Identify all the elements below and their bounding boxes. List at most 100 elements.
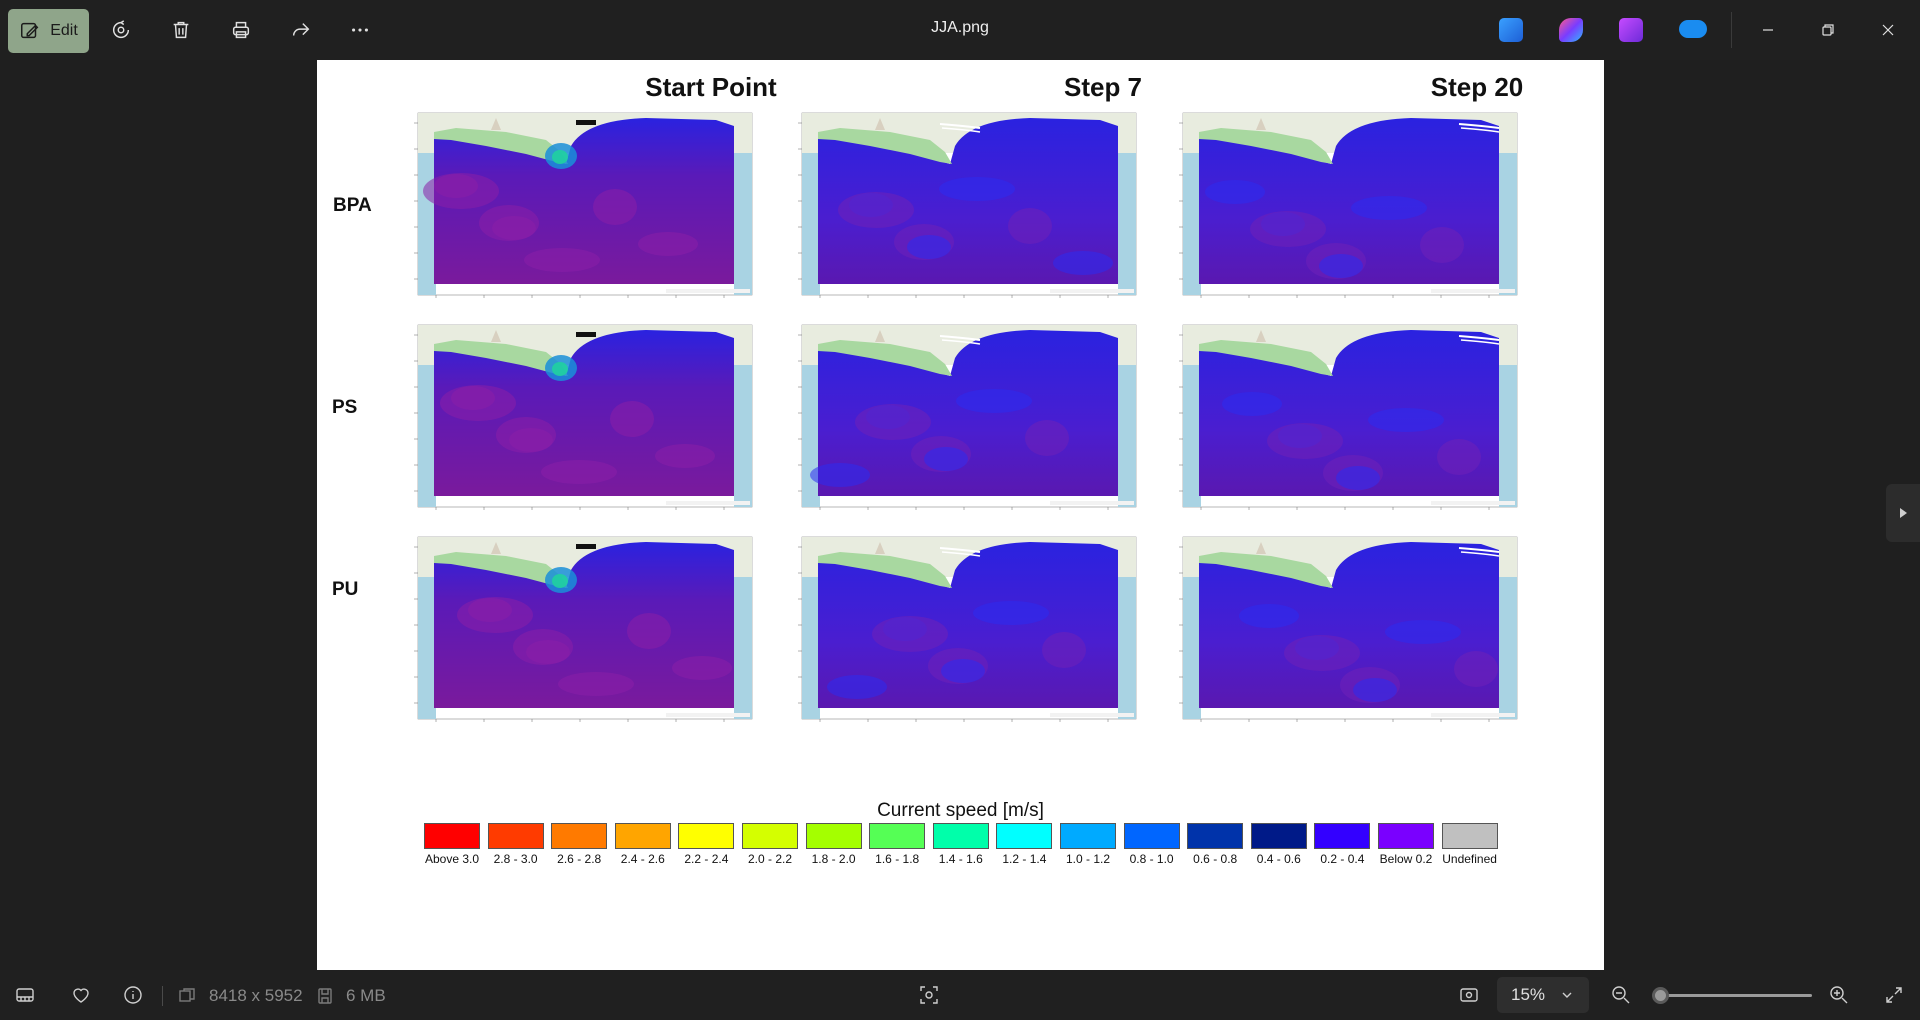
- legend-label: 1.0 - 1.2: [1065, 852, 1111, 866]
- legend-item: 0.4 - 0.6: [1249, 823, 1309, 866]
- delete-icon: [173, 21, 189, 39]
- legend-item: 1.0 - 1.2: [1058, 823, 1118, 866]
- status-bar: 8418 x 5952 6 MB 15%: [0, 970, 1920, 1020]
- map-panel-pu-3: [1161, 530, 1519, 728]
- zoom-in-icon: [1830, 986, 1848, 1004]
- legend-swatch: [1441, 823, 1498, 849]
- file-info-button[interactable]: [122, 984, 144, 1006]
- top-toolbar: Edit JJA.png: [0, 0, 1920, 60]
- legend-title: Current speed [m/s]: [877, 800, 1044, 821]
- restore-icon: [1822, 24, 1834, 36]
- legend-label: Below 0.2: [1379, 852, 1433, 866]
- image-canvas: Start Point Step 7 Step 20 BPA PS PU Cur…: [317, 60, 1604, 970]
- rotate-button[interactable]: [105, 10, 137, 50]
- visual-search-icon: [920, 986, 938, 1004]
- map-panel-bpa-3: [1161, 106, 1519, 304]
- rotate-icon: [112, 20, 130, 39]
- legend-item: 1.4 - 1.6: [931, 823, 991, 866]
- status-divider: [162, 986, 163, 1006]
- chevron-down-icon: [1562, 992, 1572, 998]
- legend-swatch: [932, 823, 989, 849]
- legend-swatch: [1187, 823, 1244, 849]
- full-screen-button[interactable]: [1883, 984, 1905, 1006]
- legend-item: 2.0 - 2.2: [740, 823, 800, 866]
- legend-swatch: [1314, 823, 1371, 849]
- legend-swatch: [805, 823, 862, 849]
- edit-label: Edit: [50, 22, 78, 39]
- legend-swatch: [614, 823, 671, 849]
- legend-item: 1.8 - 2.0: [804, 823, 864, 866]
- visual-search-button[interactable]: [918, 984, 940, 1006]
- print-button[interactable]: [225, 10, 257, 50]
- delete-button[interactable]: [165, 10, 197, 50]
- more-button[interactable]: [344, 10, 376, 50]
- legend-label: 0.2 - 0.4: [1320, 852, 1365, 866]
- file-size: 6 MB: [346, 986, 386, 1005]
- row-header-pu: PU: [332, 579, 359, 600]
- zoom-slider-track[interactable]: [1654, 994, 1812, 997]
- photos-editor-app-icon[interactable]: [1499, 18, 1523, 42]
- legend-swatch: [996, 823, 1053, 849]
- legend-swatch: [1378, 823, 1434, 849]
- legend-item: Undefined: [1440, 823, 1500, 866]
- fit-to-window-button[interactable]: [1458, 984, 1480, 1006]
- map-panel-ps-1: [396, 318, 754, 516]
- more-icon: [352, 28, 368, 32]
- map-panel-pu-2: [780, 530, 1138, 728]
- legend-swatch: [1123, 823, 1180, 849]
- zoom-out-button[interactable]: [1610, 984, 1632, 1006]
- legend-item: 2.6 - 2.8: [549, 823, 609, 866]
- map-panel-bpa-1: [396, 106, 754, 304]
- row-header-bpa: BPA: [333, 195, 372, 216]
- map-panel-bpa-2: [780, 106, 1138, 304]
- favorite-button[interactable]: [70, 984, 92, 1006]
- legend-item: 2.2 - 2.4: [676, 823, 736, 866]
- legend-swatch: [1250, 823, 1307, 849]
- legend-label: Above 3.0: [424, 852, 480, 866]
- share-button[interactable]: [285, 10, 317, 50]
- legend-label: 1.2 - 1.4: [1002, 852, 1047, 866]
- share-icon: [292, 23, 310, 36]
- zoom-out-icon: [1612, 986, 1630, 1004]
- legend-item: 0.2 - 0.4: [1312, 823, 1372, 866]
- legend-label: 2.6 - 2.8: [557, 852, 602, 866]
- zoom-dropdown[interactable]: 15%: [1497, 977, 1589, 1013]
- legend-label: 0.8 - 1.0: [1129, 852, 1174, 866]
- restore-button[interactable]: [1812, 14, 1844, 46]
- zoom-value: 15%: [1511, 985, 1546, 1004]
- legend-item: Above 3.0: [422, 823, 482, 866]
- legend-swatch: [1060, 823, 1116, 849]
- edit-icon: [21, 22, 39, 39]
- legend-swatch: [678, 823, 735, 849]
- legend-label: 2.8 - 3.0: [493, 852, 538, 866]
- legend-swatch: [869, 823, 926, 849]
- legend-item: Below 0.2: [1376, 823, 1436, 866]
- chevron-right-icon: [1900, 508, 1907, 518]
- filmstrip-button[interactable]: [14, 984, 36, 1006]
- legend-label: 0.6 - 0.8: [1193, 852, 1238, 866]
- legend-label: 1.8 - 2.0: [811, 852, 856, 866]
- legend-label: 1.4 - 1.6: [938, 852, 983, 866]
- map-panel-pu-1: [396, 530, 754, 728]
- close-icon: [1882, 24, 1894, 36]
- next-image-button[interactable]: [1886, 484, 1920, 542]
- close-button[interactable]: [1872, 14, 1904, 46]
- row-header-ps: PS: [332, 397, 358, 418]
- legend-label: 2.0 - 2.2: [747, 852, 793, 866]
- zoom-in-button[interactable]: [1828, 984, 1850, 1006]
- copilot-app-icon[interactable]: [1559, 18, 1583, 42]
- clipchamp-app-icon[interactable]: [1619, 18, 1643, 42]
- toolbar-divider: [1731, 12, 1732, 48]
- edit-button[interactable]: Edit: [8, 9, 89, 53]
- minimize-icon: [1763, 29, 1773, 31]
- onedrive-app-icon[interactable]: [1679, 20, 1707, 38]
- column-header-step-7: Step 7: [1063, 72, 1143, 102]
- legend-swatch: [551, 823, 608, 849]
- map-panel-ps-2: [780, 318, 1138, 516]
- legend-swatch: [424, 823, 480, 849]
- zoom-slider-thumb[interactable]: [1652, 987, 1669, 1004]
- legend-item: 1.2 - 1.4: [994, 823, 1054, 866]
- print-icon: [232, 21, 250, 39]
- minimize-button[interactable]: [1752, 14, 1784, 46]
- legend-swatch: [742, 823, 798, 849]
